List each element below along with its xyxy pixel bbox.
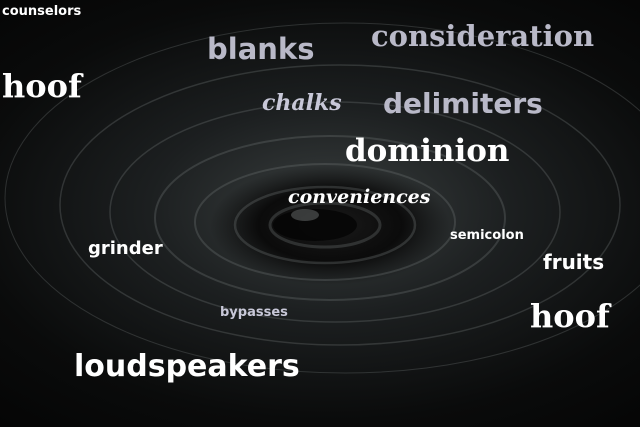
word-loudspeakers: loudspeakers — [74, 349, 300, 384]
word-hoof-left: hoof — [2, 67, 82, 105]
word-grinder: grinder — [88, 238, 163, 259]
word-blanks: blanks — [207, 32, 315, 66]
word-chalks: chalks — [262, 90, 342, 116]
word-semicolon: semicolon — [450, 228, 524, 243]
word-counselors: counselors — [2, 4, 82, 19]
word-bypasses: bypasses — [220, 305, 288, 320]
word-hoof-right: hoof — [530, 297, 610, 335]
word-dominion: dominion — [345, 133, 510, 169]
word-conveniences: conveniences — [288, 186, 431, 208]
word-consideration: consideration — [371, 19, 595, 53]
word-delimiters: delimiters — [383, 87, 543, 120]
word-fruits: fruits — [543, 250, 605, 274]
